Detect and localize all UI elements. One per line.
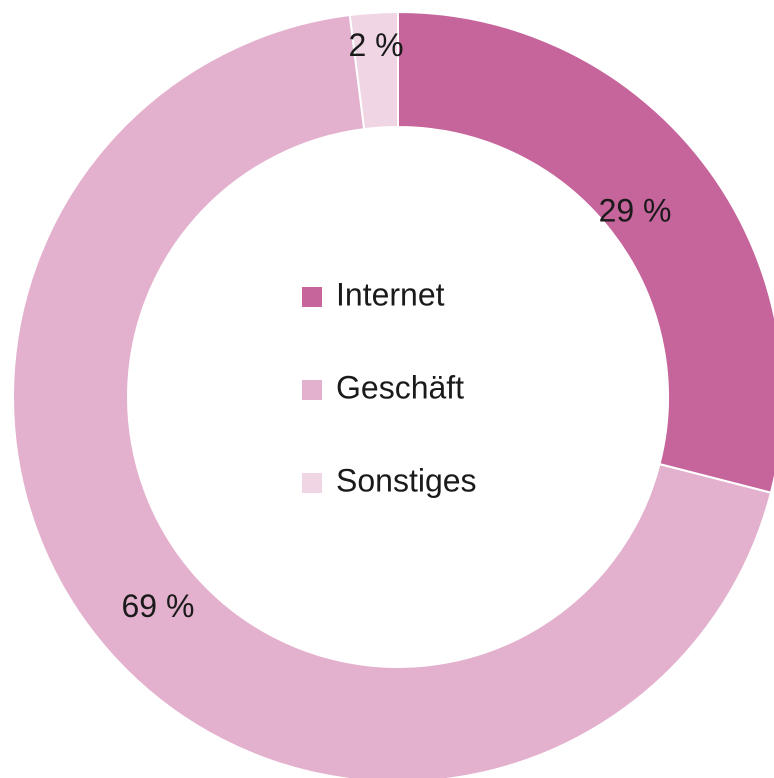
legend-swatch-internet (302, 287, 322, 307)
data-label-internet: 29 % (599, 193, 672, 229)
legend-label-gesch-ft: Geschäft (336, 369, 464, 405)
slice-sonstiges (348, 10, 399, 131)
data-labels-group: 29 % 69 % 2 % (121, 27, 671, 624)
legend-swatch-sonstiges (302, 473, 322, 493)
legend-label-internet: Internet (336, 276, 445, 312)
data-label-gesch-ft: 69 % (121, 588, 194, 624)
legend-label-sonstiges: Sonstiges (336, 462, 477, 498)
legend: Internet Geschäft Sonstiges (302, 276, 477, 498)
slice-internet (397, 10, 774, 494)
slices-group (12, 10, 774, 778)
slice-gesch-ft (12, 13, 773, 778)
legend-swatch-gesch-ft (302, 380, 322, 400)
data-label-sonstiges: 2 % (348, 27, 403, 63)
